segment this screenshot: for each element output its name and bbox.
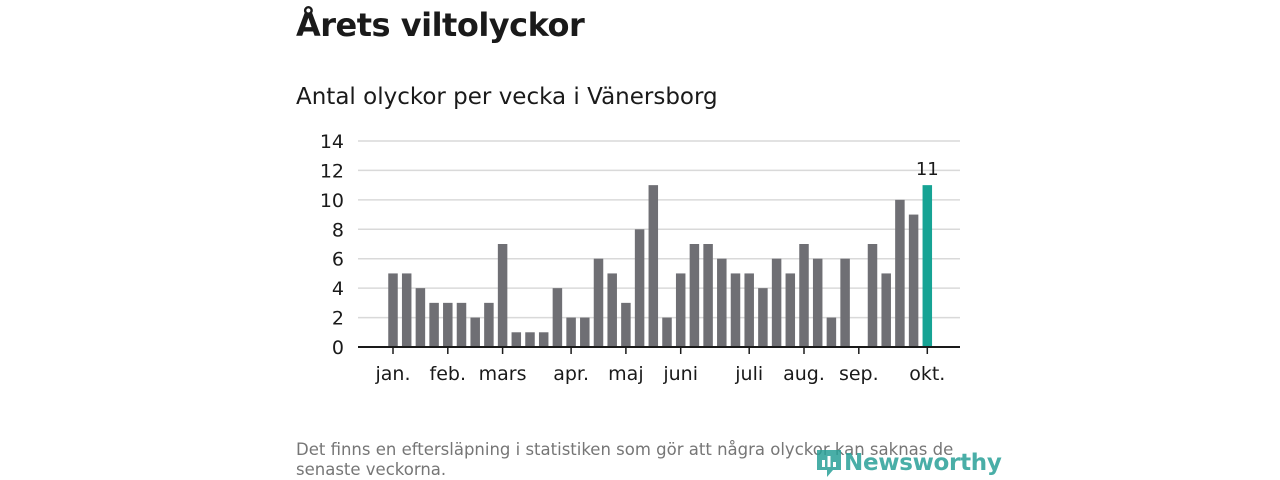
y-tick-label: 2	[332, 308, 344, 330]
y-tick-label: 10	[320, 190, 344, 212]
x-tick-label: feb.	[430, 363, 466, 385]
data-label: 11	[916, 159, 939, 180]
bar	[388, 273, 398, 347]
x-tick-label: apr.	[553, 363, 589, 385]
bar	[443, 302, 453, 347]
bar	[538, 332, 549, 347]
bar	[840, 258, 850, 347]
x-tick-label: aug.	[783, 363, 825, 385]
y-tick-label: 0	[332, 337, 344, 359]
bar	[675, 273, 686, 347]
bar	[785, 273, 796, 347]
bar	[771, 258, 782, 347]
logo-text: Newsworthy	[844, 450, 1002, 476]
y-tick-label: 4	[332, 278, 344, 300]
x-tick-label: mars	[479, 363, 527, 385]
bar	[826, 317, 837, 347]
bar	[552, 288, 563, 347]
bar	[799, 244, 809, 347]
y-tick-label: 6	[332, 249, 344, 271]
bar	[401, 273, 412, 347]
bar	[429, 302, 439, 347]
bar	[758, 288, 768, 347]
bar	[908, 214, 919, 347]
bar	[648, 185, 659, 347]
bar	[607, 273, 617, 347]
bar	[470, 317, 480, 347]
footnote: Det finns en eftersläpning i statistiken…	[296, 440, 954, 479]
bar	[634, 229, 645, 347]
x-tick-label: okt.	[909, 363, 945, 385]
bar	[895, 199, 905, 347]
x-tick-label: sep.	[839, 363, 879, 385]
y-tick-label: 14	[320, 131, 344, 153]
bar	[593, 258, 604, 347]
bar	[456, 302, 467, 347]
bar-highlight	[922, 185, 933, 347]
page-title: Årets viltolyckor	[296, 6, 585, 44]
bar	[621, 302, 631, 347]
chart-subtitle: Antal olyckor per vecka i Vänersborg	[296, 84, 718, 110]
bar-chart: 0 2 4 6 8 10 12 14 jan. feb. mars apr. maj juni juli au…	[320, 131, 960, 385]
bar	[580, 317, 590, 347]
bar	[744, 273, 754, 347]
bar	[511, 332, 522, 347]
bar	[867, 244, 878, 347]
bar	[703, 244, 713, 347]
bar	[881, 273, 891, 347]
y-tick-label: 8	[332, 219, 344, 241]
bar	[717, 258, 727, 347]
bar	[415, 288, 426, 347]
bar	[566, 317, 576, 347]
x-tick-label: juni	[662, 363, 698, 385]
x-tick-label: maj	[608, 363, 643, 385]
newsworthy-logo-icon	[817, 450, 841, 477]
bar	[497, 244, 508, 347]
bar	[662, 317, 672, 347]
bar	[730, 273, 741, 347]
bar	[689, 244, 700, 347]
x-tick-label: jan.	[374, 363, 410, 385]
newsworthy-logo: Newsworthy	[814, 446, 1002, 480]
y-tick-label: 12	[320, 160, 344, 182]
bar	[525, 332, 535, 347]
x-tick-label: juli	[734, 363, 763, 385]
bar	[812, 258, 823, 347]
bar	[484, 302, 494, 347]
